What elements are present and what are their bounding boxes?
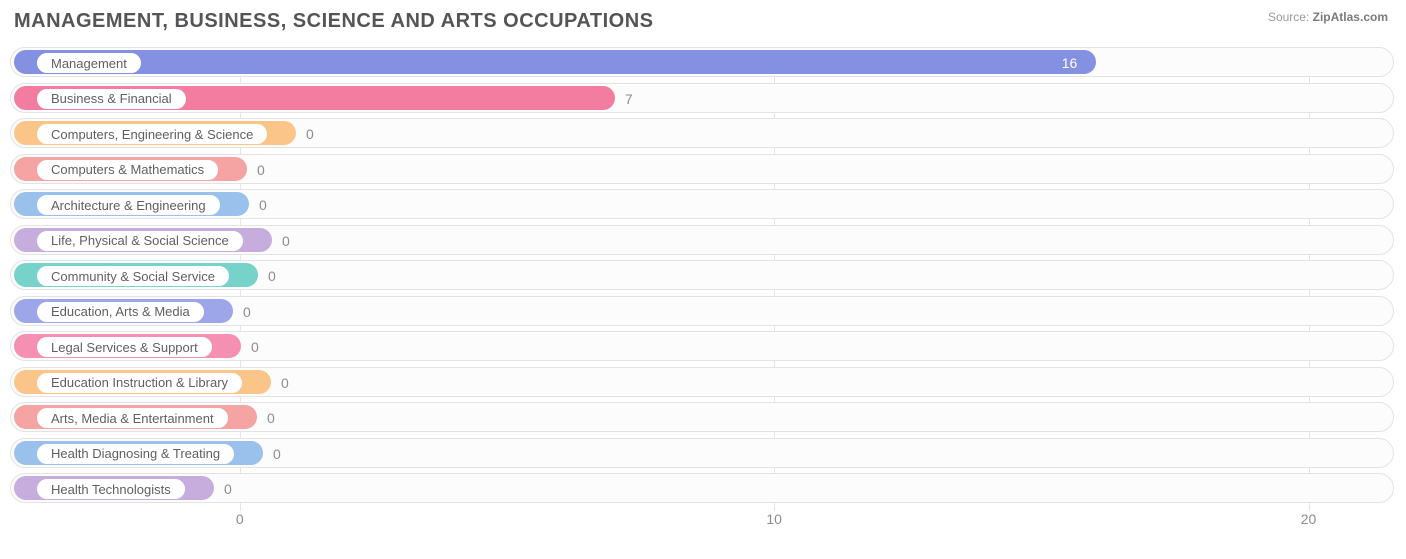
bar-value: 0	[224, 474, 232, 504]
bar-value: 0	[243, 297, 251, 327]
bar-rows: Management 16 Business & Financial 7 Compute…	[10, 47, 1394, 503]
source-attribution: Source: ZipAtlas.com	[1268, 10, 1388, 24]
bar-row: Education, Arts & Media 0	[10, 296, 1394, 326]
bar-value: 0	[282, 226, 290, 256]
bar-label-pill: Education Instruction & Library	[36, 372, 243, 394]
x-axis-tick: 20	[1301, 511, 1317, 527]
bar-row: Management 16	[10, 47, 1394, 77]
source-name: ZipAtlas.com	[1313, 10, 1388, 24]
bar-label-pill: Health Technologists	[36, 478, 186, 500]
bar-label-pill: Business & Financial	[36, 88, 187, 110]
bar-value: 0	[306, 119, 314, 149]
bar-value: 0	[257, 155, 265, 185]
bar-row: Health Diagnosing & Treating 0	[10, 438, 1394, 468]
bar-label-pill: Management	[36, 52, 142, 74]
x-axis-tick: 10	[766, 511, 782, 527]
bar-label-pill: Arts, Media & Entertainment	[36, 407, 229, 429]
plot-area: Management 16 Business & Financial 7 Compute…	[10, 47, 1394, 545]
bar-row: Business & Financial 7	[10, 83, 1394, 113]
bar-value: 16	[1062, 48, 1078, 78]
bar-row: Architecture & Engineering 0	[10, 189, 1394, 219]
chart-container: MANAGEMENT, BUSINESS, SCIENCE AND ARTS O…	[0, 0, 1406, 559]
bar-label-pill: Legal Services & Support	[36, 336, 213, 358]
bar-label-pill: Health Diagnosing & Treating	[36, 443, 235, 465]
chart-title: MANAGEMENT, BUSINESS, SCIENCE AND ARTS O…	[14, 10, 1396, 33]
bar-value: 0	[267, 403, 275, 433]
bar-value: 0	[268, 261, 276, 291]
bar-row: Computers & Mathematics 0	[10, 154, 1394, 184]
bar-label-pill: Education, Arts & Media	[36, 301, 205, 323]
bar-label-pill: Computers & Mathematics	[36, 159, 219, 181]
source-prefix: Source:	[1268, 10, 1313, 24]
bar-row: Life, Physical & Social Science 0	[10, 225, 1394, 255]
bar-row: Community & Social Service 0	[10, 260, 1394, 290]
bar-label-pill: Computers, Engineering & Science	[36, 123, 268, 145]
bar-fill	[14, 50, 1096, 74]
x-axis: 0 10 20	[10, 509, 1394, 533]
bar-value: 7	[625, 84, 633, 114]
bar-label-pill: Architecture & Engineering	[36, 194, 221, 216]
bar-row: Education Instruction & Library 0	[10, 367, 1394, 397]
bar-value: 0	[251, 332, 259, 362]
bar-value: 0	[281, 368, 289, 398]
bar-value: 0	[259, 190, 267, 220]
bar-row: Legal Services & Support 0	[10, 331, 1394, 361]
bar-row: Computers, Engineering & Science 0	[10, 118, 1394, 148]
bar-value: 0	[273, 439, 281, 469]
bar-row: Arts, Media & Entertainment 0	[10, 402, 1394, 432]
bar-label-pill: Life, Physical & Social Science	[36, 230, 244, 252]
x-axis-tick: 0	[236, 511, 244, 527]
bar-row: Health Technologists 0	[10, 473, 1394, 503]
bar-label-pill: Community & Social Service	[36, 265, 230, 287]
